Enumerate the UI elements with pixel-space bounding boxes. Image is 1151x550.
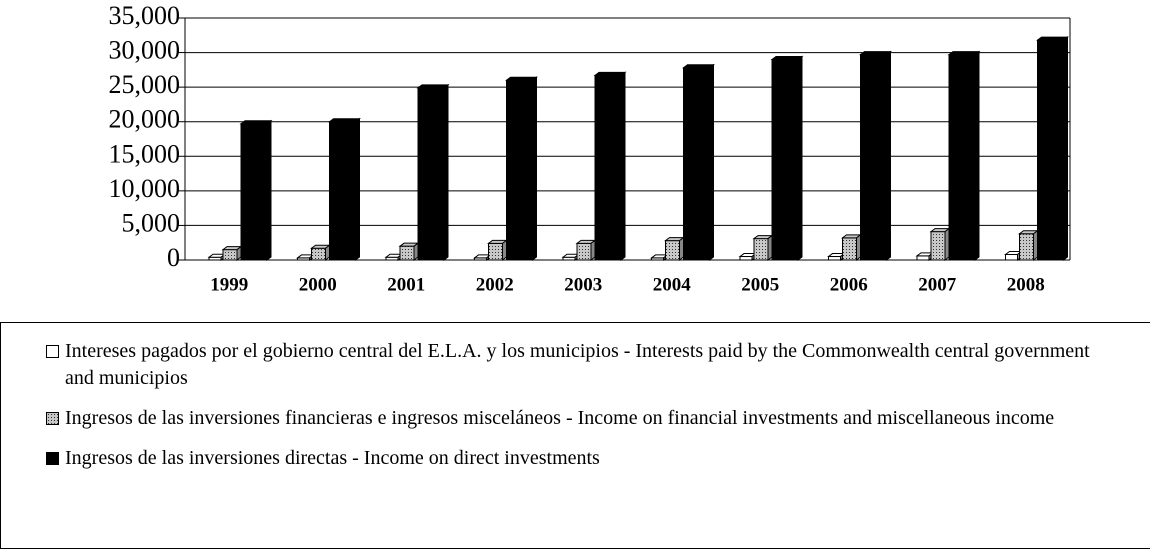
bar: [240, 123, 268, 261]
y-tick-label: 30,000: [109, 36, 181, 65]
bar: [417, 87, 445, 261]
bar-side: [620, 71, 626, 261]
x-tick-label: 2001: [387, 274, 425, 295]
legend-label: Ingresos de las inversiones financieras …: [65, 407, 1055, 429]
bar-top: [770, 55, 804, 60]
legend-swatch: [46, 412, 59, 425]
bar-side: [266, 119, 272, 261]
bar-top: [593, 71, 627, 76]
bar-side: [502, 239, 507, 261]
bar-top: [239, 120, 273, 125]
bar-side: [767, 234, 773, 261]
bar-pattern: [577, 243, 591, 260]
bar-top: [416, 84, 450, 89]
bar-side: [709, 63, 714, 261]
bar-side: [532, 76, 537, 261]
x-tick-label: 2007: [918, 274, 957, 295]
bar-top: [328, 118, 361, 123]
legend-label: Intereses pagados por el gobierno centra…: [65, 340, 1090, 389]
legend-label: Ingresos de las inversiones directas - I…: [65, 447, 600, 469]
bar: [329, 121, 356, 261]
y-tick-label: 15,000: [109, 139, 181, 168]
bar: [683, 67, 710, 261]
x-tick-label: 2008: [1007, 274, 1045, 295]
bar-pattern: [223, 249, 237, 260]
bar: [1005, 253, 1018, 261]
legend-entry: Ingresos de las inversiones directas - I…: [1, 445, 1115, 472]
bar-pattern: [311, 248, 326, 260]
bar-top: [947, 51, 981, 56]
bar-pattern: [754, 238, 768, 260]
x-tick-label: 2005: [741, 274, 779, 295]
bar: [1037, 39, 1064, 261]
bar: [948, 54, 976, 261]
x-tick-label: 2004: [653, 274, 692, 295]
bar: [506, 79, 533, 261]
bar-pattern: [665, 240, 680, 260]
bar-side: [679, 236, 684, 261]
y-tick-label: 0: [167, 243, 180, 272]
bar-side: [443, 83, 449, 261]
bar-side: [325, 244, 330, 261]
y-tick-label: 25,000: [109, 70, 181, 99]
x-tick-label: 1999: [210, 274, 248, 295]
bar: [594, 74, 622, 261]
legend: Intereses pagados por el gobierno centra…: [0, 322, 1150, 549]
legend-entry: Ingresos de las inversiones financieras …: [1, 405, 1115, 432]
bar-side: [886, 50, 891, 261]
y-tick-label: 5,000: [122, 208, 181, 237]
x-tick-label: 2003: [564, 274, 602, 295]
x-tick-label: 2006: [830, 274, 868, 295]
y-tick-label: 20,000: [109, 105, 181, 134]
bar: [828, 256, 841, 261]
bar-side: [236, 245, 242, 261]
bar: [860, 54, 887, 261]
bar: [916, 255, 930, 261]
legend-swatch: [46, 345, 59, 358]
y-tick-label: 35,000: [109, 1, 181, 30]
bar-side: [1033, 229, 1038, 261]
bar: [739, 256, 753, 261]
bar-top: [505, 76, 538, 81]
bar-pattern: [1019, 233, 1034, 260]
bar-side: [944, 227, 950, 261]
chart: 0 5,000 10,000 15,000 20,000 25,000 30,000 35,0…: [109, 1, 1071, 295]
x-tick-label: 2002: [476, 274, 514, 295]
bar-pattern: [931, 231, 945, 260]
legend-entry: Intereses pagados por el gobierno centra…: [1, 338, 1115, 392]
bar-pattern: [488, 243, 503, 260]
bar-top: [1036, 36, 1069, 41]
y-tick-label: 10,000: [109, 174, 181, 203]
bar-pattern: [400, 246, 414, 260]
legend-swatch: [46, 452, 59, 465]
bar-pattern: [842, 237, 857, 260]
bar-side: [974, 50, 980, 261]
bar-side: [797, 55, 803, 261]
bar-side: [856, 233, 861, 261]
bar-side: [355, 117, 360, 261]
bar-side: [1063, 36, 1068, 261]
bar-side: [590, 239, 596, 261]
bar-top: [682, 64, 715, 69]
bar-side: [413, 242, 419, 261]
bar-top: [859, 51, 892, 56]
x-tick-label: 2000: [299, 274, 337, 295]
bar: [771, 58, 799, 261]
